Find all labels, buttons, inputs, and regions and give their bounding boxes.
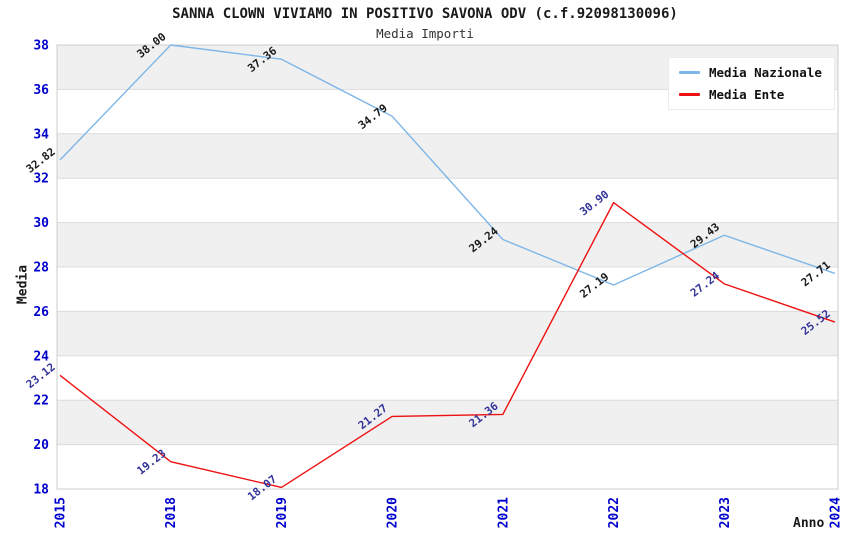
x-axis-label: Anno [793,516,825,531]
plot-band [57,133,838,179]
y-tick-label: 38 [33,39,49,54]
x-tick-label: 2023 [718,497,733,528]
y-tick-label: 36 [33,83,49,98]
legend-label: Media Ente [709,87,785,102]
x-tick-label: 2024 [829,497,844,528]
y-tick-label: 22 [33,394,49,409]
plot-band [57,178,838,223]
data-point-label: 23.12 [24,360,58,391]
plot-border [56,44,839,490]
legend-item-media-ente: Media Ente [679,87,822,102]
plot-band [57,267,838,312]
series-line-media-ente [59,201,836,489]
legend-swatch-media-ente [679,93,700,96]
plot-band [57,311,838,356]
x-tick-label: 2015 [54,497,69,528]
y-tick-label: 26 [33,305,49,320]
x-tick-label: 2019 [275,497,290,528]
x-tick-label: 2020 [386,497,401,528]
chart-subtitle: Media Importi [376,26,474,41]
plot-band [57,400,838,445]
y-axis-label: Media [15,264,31,305]
y-tick-label: 30 [33,216,49,231]
x-tick-label: 2021 [496,497,511,528]
legend: Media Nazionale Media Ente [668,57,835,110]
plot-band [57,355,838,401]
legend-item-media-nazionale: Media Nazionale [679,65,822,80]
y-tick-label: 28 [33,261,49,276]
plot-band [57,222,838,267]
legend-label: Media Nazionale [709,65,822,80]
plot-band [57,444,838,489]
legend-swatch-media-nazionale [679,71,700,74]
series-line-media-nazionale [59,44,836,286]
y-tick-label: 24 [33,349,49,364]
y-tick-label: 34 [33,127,49,142]
chart-title: SANNA CLOWN VIVIAMO IN POSITIVO SAVONA O… [172,6,678,22]
y-tick-label: 20 [33,438,49,453]
y-tick-label: 32 [33,172,49,187]
x-tick-label: 2022 [607,497,622,528]
x-tick-label: 2018 [164,497,179,528]
y-tick-label: 18 [33,483,49,498]
